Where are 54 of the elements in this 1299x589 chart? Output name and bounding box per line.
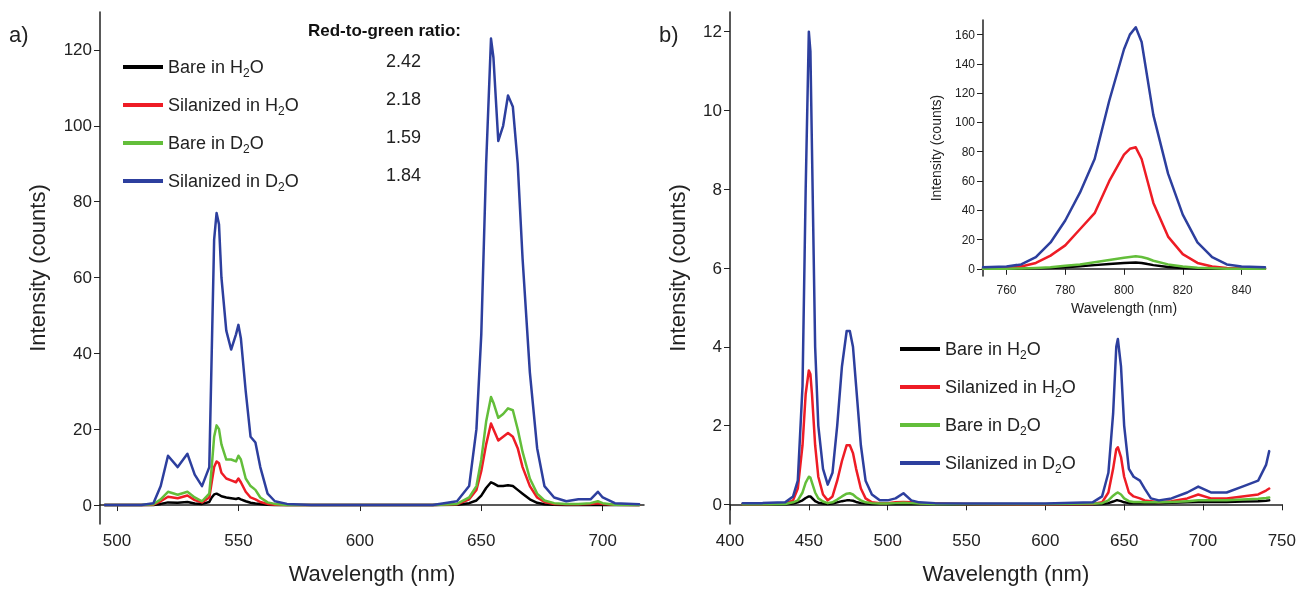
- y-tick-label: 10: [703, 100, 722, 120]
- y-tick-label: 160: [954, 27, 976, 42]
- annotation: 1.59: [386, 127, 422, 147]
- y-axis-title: Intensity (counts): [928, 94, 944, 202]
- x-axis-title: Wavelength (nm): [1070, 300, 1178, 316]
- y-tick-label: 140: [954, 56, 976, 71]
- y-tick-label: 20: [73, 419, 92, 439]
- y-tick-label: 0: [82, 495, 92, 515]
- chart-title: b): [659, 21, 679, 47]
- y-tick-label: 120: [63, 40, 92, 60]
- y-tick-label: 60: [73, 267, 92, 287]
- y-tick-label: 4: [712, 337, 722, 357]
- y-tick-label: 2: [712, 416, 722, 436]
- x-tick-label: 750: [1267, 531, 1297, 550]
- x-tick-label: 780: [1055, 283, 1076, 298]
- y-tick-label: 80: [961, 144, 976, 159]
- x-tick-label: 550: [952, 531, 981, 550]
- y-tick-label: 40: [961, 203, 976, 218]
- y-tick-label: 80: [73, 192, 92, 212]
- y-tick-label: 0: [968, 261, 976, 276]
- y-axis-title: Intensity (counts): [24, 184, 50, 352]
- y-tick-label: 100: [954, 115, 976, 130]
- x-tick-label: 700: [1188, 531, 1218, 550]
- y-tick-label: 120: [954, 86, 976, 101]
- legend-title: Red-to-green ratio:: [308, 21, 461, 40]
- y-tick-label: 40: [73, 343, 92, 363]
- x-tick-label: 500: [102, 531, 132, 550]
- annotation: 1.84: [386, 165, 422, 185]
- x-tick-label: 760: [996, 283, 1017, 298]
- x-tick-label: 700: [588, 531, 617, 550]
- x-tick-label: 400: [715, 531, 745, 550]
- y-tick-label: 8: [712, 179, 722, 199]
- x-tick-label: 840: [1231, 283, 1252, 298]
- x-tick-label: 500: [873, 531, 902, 550]
- y-axis-title: Intensity (counts): [664, 184, 690, 352]
- x-tick-label: 600: [1031, 531, 1060, 550]
- y-tick-label: 12: [703, 22, 722, 42]
- chart-title: a): [9, 21, 29, 47]
- x-tick-label: 650: [467, 531, 496, 550]
- annotation: 2.18: [386, 89, 422, 109]
- y-tick-label: 20: [961, 232, 976, 247]
- y-tick-label: 100: [63, 116, 92, 136]
- x-tick-label: 600: [345, 531, 375, 550]
- y-tick-label: 0: [712, 494, 722, 514]
- x-tick-label: 650: [1109, 531, 1139, 550]
- x-tick-label: 820: [1172, 283, 1194, 298]
- y-tick-label: 6: [712, 258, 722, 278]
- x-axis-title: Wavelength (nm): [922, 560, 1090, 586]
- x-tick-label: 450: [794, 531, 824, 550]
- x-tick-label: 800: [1113, 283, 1135, 298]
- x-tick-label: 550: [224, 531, 253, 550]
- y-tick-label: 60: [961, 173, 976, 188]
- x-axis-title: Wavelength (nm): [288, 560, 456, 586]
- annotation: 2.42: [386, 51, 422, 71]
